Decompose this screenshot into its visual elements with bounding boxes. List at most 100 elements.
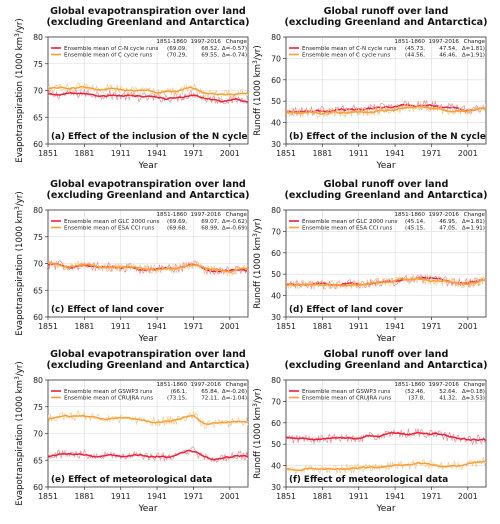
y-axis-label: Runoff (1000 km3/yr) xyxy=(252,218,263,308)
legend-value-1997: 47.54, xyxy=(439,46,457,52)
panel-annotation: (e) Effect of meteorological data xyxy=(51,475,212,485)
x-tick-label: 1941 xyxy=(147,322,167,331)
legend-value-1851: (44.56, xyxy=(405,53,425,59)
legend-value-1851: (37.8, xyxy=(409,396,426,402)
series-line xyxy=(48,91,248,103)
x-tick-label: 1941 xyxy=(385,149,405,158)
series-line xyxy=(286,105,486,115)
y-tick-label: 70 xyxy=(271,227,281,236)
y-tick-label: 60 xyxy=(33,313,43,322)
series-group xyxy=(286,428,486,476)
legend-label: Ensemble mean of C-N cycle runs xyxy=(64,46,159,52)
legend-value-1997: 69.55, xyxy=(201,53,219,59)
legend-header-period2: 1997-2016 xyxy=(191,39,222,45)
y-tick-label: 60 xyxy=(271,419,281,428)
x-tick-label: 1911 xyxy=(349,149,369,158)
legend-value-1851: (73.15, xyxy=(167,396,187,402)
panel-annotation: (a) Effect of the inclusion of the N cyc… xyxy=(51,132,247,142)
legend-label: Ensemble mean of C cycle runs xyxy=(302,53,390,59)
legend-value-change: Δ=-0.62) xyxy=(222,219,247,225)
chart-subtitle: (excluding Greenland and Antarctica) xyxy=(47,17,250,28)
x-tick-label: 2001 xyxy=(458,322,478,331)
legend-header-period2: 1997-2016 xyxy=(191,382,222,388)
chart-title: Global evapotranspiration over land xyxy=(50,349,246,360)
legend-header-period1: 1851-1860 xyxy=(395,382,426,388)
legend-header-change: Change xyxy=(226,382,248,388)
series-group xyxy=(286,99,486,119)
legend-value-1997: 52.64, xyxy=(439,389,457,395)
legend-header-change: Change xyxy=(226,39,248,45)
legend-label: Ensemble mean of ESA CCI runs xyxy=(302,226,392,232)
series-line xyxy=(286,103,486,114)
y-tick-label: 70 xyxy=(33,430,43,439)
x-tick-label: 1911 xyxy=(111,322,131,331)
panel-b: Global runoff over land(excluding Greenl… xyxy=(252,6,488,171)
x-tick-label: 2001 xyxy=(458,492,478,501)
y-tick-label: 40 xyxy=(271,119,281,128)
plot-frame xyxy=(285,36,487,145)
x-tick-label: 1881 xyxy=(312,492,332,501)
series-line xyxy=(286,277,486,287)
legend-value-change: Δ=-0.57) xyxy=(222,46,247,52)
x-tick-label: 1971 xyxy=(422,322,442,331)
legend-header-period1: 1851-1860 xyxy=(395,212,426,218)
series-group xyxy=(48,409,248,463)
y-tick-label: 75 xyxy=(33,403,43,412)
x-tick-label: 2001 xyxy=(458,149,478,158)
y-tick-label: 30 xyxy=(271,313,281,322)
legend-value-1997: 46.95, xyxy=(439,219,457,225)
series-annual-line xyxy=(48,409,248,429)
panel-e: Global evapotranspiration over land(excl… xyxy=(14,349,250,514)
chart-subtitle: (excluding Greenland and Antarctica) xyxy=(285,360,488,371)
y-tick-label: 30 xyxy=(271,483,281,492)
series-annual-line xyxy=(286,457,486,476)
chart-subtitle: (excluding Greenland and Antarctica) xyxy=(285,17,488,28)
y-tick-label: 60 xyxy=(271,249,281,258)
legend-value-1997: 68.99, xyxy=(201,226,219,232)
x-tick-label: 1851 xyxy=(276,492,296,501)
legend-header-period2: 1997-2016 xyxy=(429,212,460,218)
y-tick-label: 70 xyxy=(271,397,281,406)
panel-annotation: (c) Effect of land cover xyxy=(51,305,164,315)
legend-value-change: Δ=1.91) xyxy=(462,226,485,232)
y-tick-label: 80 xyxy=(271,206,281,215)
legend-value-1997: 47.05, xyxy=(439,226,457,232)
series-group xyxy=(48,82,248,105)
legend-label: Ensemble mean of CRUJRA runs xyxy=(302,396,391,402)
chart-title: Global runoff over land xyxy=(324,179,449,190)
series-line xyxy=(48,414,248,426)
x-tick-label: 1851 xyxy=(276,322,296,331)
x-tick-label: 1911 xyxy=(349,322,369,331)
legend-value-1997: 65.84, xyxy=(201,389,219,395)
x-tick-label: 1881 xyxy=(312,322,332,331)
x-tick-label: 2001 xyxy=(220,322,240,331)
legend-value-change: Δ=-0.26) xyxy=(222,389,247,395)
y-tick-label: 75 xyxy=(33,233,43,242)
legend-value-change: Δ=1.81) xyxy=(462,219,485,225)
y-axis-label: Runoff (1000 km3/yr) xyxy=(252,45,263,135)
legend-value-1851: (45.73, xyxy=(405,46,425,52)
y-tick-label: 80 xyxy=(271,376,281,385)
x-tick-label: 1911 xyxy=(349,492,369,501)
y-tick-label: 80 xyxy=(271,33,281,42)
x-tick-label: 1851 xyxy=(38,492,58,501)
legend-value-change: Δ=3.53) xyxy=(462,396,485,402)
y-tick-label: 60 xyxy=(33,483,43,492)
legend-value-1997: 68.52, xyxy=(201,46,219,52)
chart-title: Global evapotranspiration over land xyxy=(50,6,246,17)
x-tick-label: 1851 xyxy=(38,149,58,158)
legend-value-1851: (52.46, xyxy=(405,389,425,395)
series-annual-line xyxy=(286,101,486,119)
chart-title: Global runoff over land xyxy=(324,349,449,360)
y-tick-label: 60 xyxy=(271,76,281,85)
legend-value-1997: 41.32, xyxy=(439,396,457,402)
x-tick-label: 2001 xyxy=(220,149,240,158)
x-axis-label: Year xyxy=(137,161,157,171)
x-tick-label: 1971 xyxy=(184,149,204,158)
panel-annotation: (d) Effect of land cover xyxy=(289,305,403,315)
chart-subtitle: (excluding Greenland and Antarctica) xyxy=(285,190,488,201)
panel-f: Global runoff over land(excluding Greenl… xyxy=(252,349,488,514)
chart-title: Global evapotranspiration over land xyxy=(50,179,246,190)
legend-header-period2: 1997-2016 xyxy=(191,212,222,218)
x-tick-label: 1941 xyxy=(147,149,167,158)
